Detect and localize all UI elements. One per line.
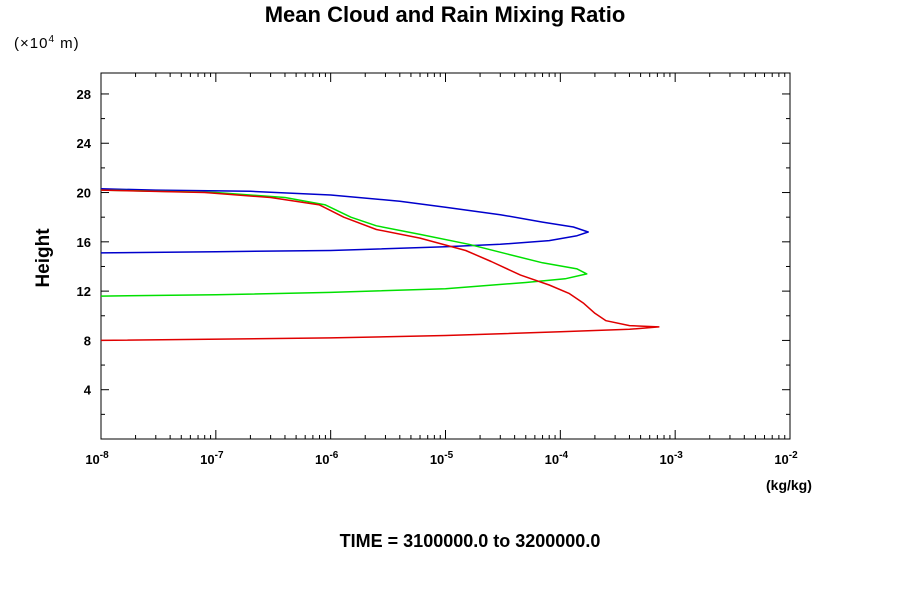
x-tick-base: 10: [659, 452, 673, 467]
y-unit-exponent: 4: [48, 34, 56, 45]
series-line-2: [100, 189, 588, 297]
y-tick-label: 4: [84, 383, 92, 398]
y-axis-unit: (×104 m): [14, 34, 80, 52]
x-tick-exponent: -4: [559, 450, 568, 461]
y-tick-label: 12: [77, 284, 91, 299]
plot-frame: [100, 72, 791, 440]
x-tick-label: 10-4: [545, 450, 569, 467]
y-tick-label: 24: [77, 136, 92, 151]
x-tick-base: 10: [774, 452, 788, 467]
x-tick-exponent: -3: [674, 450, 683, 461]
x-tick-exponent: -8: [100, 450, 109, 461]
x-tick-label: 10-5: [430, 450, 454, 467]
y-tick-label: 28: [77, 87, 91, 102]
x-tick-exponent: -7: [215, 450, 224, 461]
y-tick-label: 20: [77, 186, 91, 201]
y-unit-prefix: (×10: [14, 35, 49, 52]
x-tick-label: 10-3: [659, 450, 683, 467]
series-line-3: [100, 189, 660, 342]
x-tick-label: 10-8: [85, 450, 109, 467]
x-tick-label: 10-6: [315, 450, 339, 467]
x-tick-base: 10: [545, 452, 559, 467]
y-tick-label: 16: [77, 235, 91, 250]
y-unit-suffix: m): [55, 35, 80, 52]
x-tick-label: 10-2: [774, 450, 798, 467]
series-line-1: [100, 188, 589, 254]
x-tick-exponent: -6: [329, 450, 338, 461]
x-tick-exponent: -2: [789, 450, 798, 461]
time-range-label: TIME = 3100000.0 to 3200000.0: [339, 531, 601, 551]
x-tick-label: 10-7: [200, 450, 224, 467]
x-tick-base: 10: [315, 452, 329, 467]
y-tick-label: 8: [84, 333, 91, 348]
x-axis-unit: (kg/kg): [766, 477, 812, 493]
chart-title: Mean Cloud and Rain Mixing Ratio: [264, 2, 626, 27]
x-tick-base: 10: [430, 452, 444, 467]
x-tick-base: 10: [85, 452, 99, 467]
x-tick-exponent: -5: [444, 450, 453, 461]
x-tick-base: 10: [200, 452, 214, 467]
